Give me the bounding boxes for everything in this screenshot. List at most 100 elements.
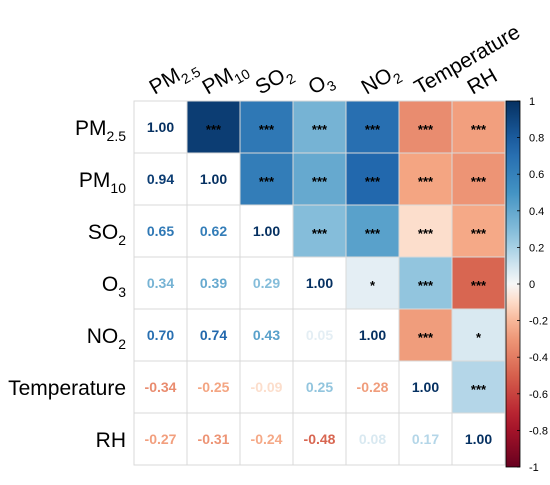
heatmap-cell [133, 100, 188, 154]
coefficient-label: 1.00 [253, 223, 280, 239]
coefficient-label: 0.05 [306, 327, 333, 343]
significance-label: * [476, 330, 482, 345]
coefficient-label: 1.00 [200, 171, 227, 187]
colorbar-tick-label: 1 [529, 96, 535, 108]
colorbar-tick-label: 0.2 [529, 242, 544, 254]
heatmap-cells [133, 100, 506, 466]
heatmap-cell [345, 152, 400, 206]
significance-label: *** [471, 382, 487, 397]
significance-label: *** [418, 174, 434, 189]
significance-label: *** [471, 278, 487, 293]
column-label: PM10 [199, 56, 253, 103]
coefficient-label: -0.25 [198, 379, 230, 395]
coefficient-label: 0.74 [200, 327, 227, 343]
heatmap-cell [133, 152, 188, 206]
coefficient-label: 1.00 [412, 379, 439, 395]
coefficient-label: -0.28 [357, 379, 389, 395]
coefficient-label: 1.00 [465, 431, 492, 447]
coefficient-label: -0.09 [251, 379, 283, 395]
coefficient-label: 0.43 [253, 327, 280, 343]
heatmap-cell [186, 100, 241, 154]
heatmap-cell [133, 256, 188, 310]
significance-label: *** [312, 122, 328, 137]
coefficient-label: 0.17 [412, 431, 439, 447]
column-label: SO2 [252, 60, 299, 103]
coefficient-label: 0.29 [253, 275, 280, 291]
row-label: O3 [102, 273, 126, 300]
significance-label: *** [418, 122, 434, 137]
heatmap-cell [398, 256, 453, 310]
significance-label: *** [206, 122, 222, 137]
colorbar-tick-label: -0.4 [529, 352, 548, 364]
row-label: RH [96, 429, 126, 452]
heatmap-cell [451, 256, 506, 310]
significance-label: *** [365, 174, 381, 189]
colorbar-tick-label: -0.8 [529, 425, 548, 437]
heatmap-cell [133, 360, 188, 414]
colorbar: 1 0.8 0.6 0.4 0.2 0 -0.2 -0.4 -0.6 -0.8 -1 [505, 96, 548, 474]
heatmap-cell [239, 152, 294, 206]
significance-label: *** [471, 226, 487, 241]
coefficient-label: 0.94 [147, 171, 174, 187]
row-label: Temperature [8, 377, 126, 400]
colorbar-tick-label: 0.8 [529, 133, 544, 145]
heatmap-cell [292, 360, 347, 414]
heatmap-cell [345, 412, 400, 466]
colorbar-tick-label: -0.6 [529, 389, 548, 401]
column-label: O3 [305, 67, 340, 103]
significance-label: *** [471, 174, 487, 189]
heatmap-cell [451, 152, 506, 206]
significance-label: *** [418, 330, 434, 345]
significance-label: *** [418, 226, 434, 241]
heatmap-cell [186, 360, 241, 414]
colorbar-tick-label: 0.4 [529, 206, 544, 218]
heatmap-cell [239, 204, 294, 258]
heatmap-cell [398, 100, 453, 154]
coefficient-label: -0.27 [145, 431, 177, 447]
significance-label: *** [418, 278, 434, 293]
heatmap-cell-labels: 1.00 *** *** *** *** *** ***0.94 1.00 *** *** *** *… [145, 119, 493, 447]
coefficient-label: 0.62 [200, 223, 227, 239]
significance-label: *** [365, 226, 381, 241]
coefficient-label: 1.00 [359, 327, 386, 343]
heatmap-cell [186, 204, 241, 258]
heatmap-cell [451, 204, 506, 258]
colorbar-tick-label: 0.6 [529, 169, 544, 181]
heatmap-cell [186, 256, 241, 310]
heatmap-cell [239, 308, 294, 362]
row-labels: PM2.5 PM10 SO2 O3 NO2 Temperature RH [8, 117, 126, 452]
significance-label: *** [259, 174, 275, 189]
heatmap-cell [133, 308, 188, 362]
coefficient-label: 0.34 [147, 275, 174, 291]
coefficient-label: -0.34 [145, 379, 177, 395]
heatmap-cell [398, 412, 453, 466]
heatmap-cell [239, 100, 294, 154]
coefficient-label: 0.70 [147, 327, 174, 343]
heatmap-cell [345, 204, 400, 258]
column-label: PM2.5 [146, 54, 204, 103]
heatmap-cell [451, 360, 506, 414]
heatmap-cell [345, 360, 400, 414]
heatmap-cell [292, 412, 347, 466]
coefficient-label: 1.00 [306, 275, 333, 291]
heatmap-cell [451, 412, 506, 466]
coefficient-label: 0.39 [200, 275, 227, 291]
heatmap-cell [292, 204, 347, 258]
row-label: PM2.5 [75, 117, 126, 144]
significance-label: *** [259, 122, 275, 137]
coefficient-label: 0.65 [147, 223, 174, 239]
colorbar-tick-label: -0.2 [529, 316, 548, 328]
row-label: PM10 [79, 169, 126, 196]
coefficient-label: -0.48 [304, 431, 336, 447]
colorbar-tick-label: 0 [529, 279, 535, 291]
column-label: NO2 [358, 60, 406, 103]
significance-label: * [370, 278, 376, 293]
row-label: NO2 [87, 325, 127, 352]
coefficient-label: 0.25 [306, 379, 333, 395]
coefficient-label: 1.00 [147, 119, 174, 135]
coefficient-label: 0.08 [359, 431, 386, 447]
heatmap-cell [292, 256, 347, 310]
